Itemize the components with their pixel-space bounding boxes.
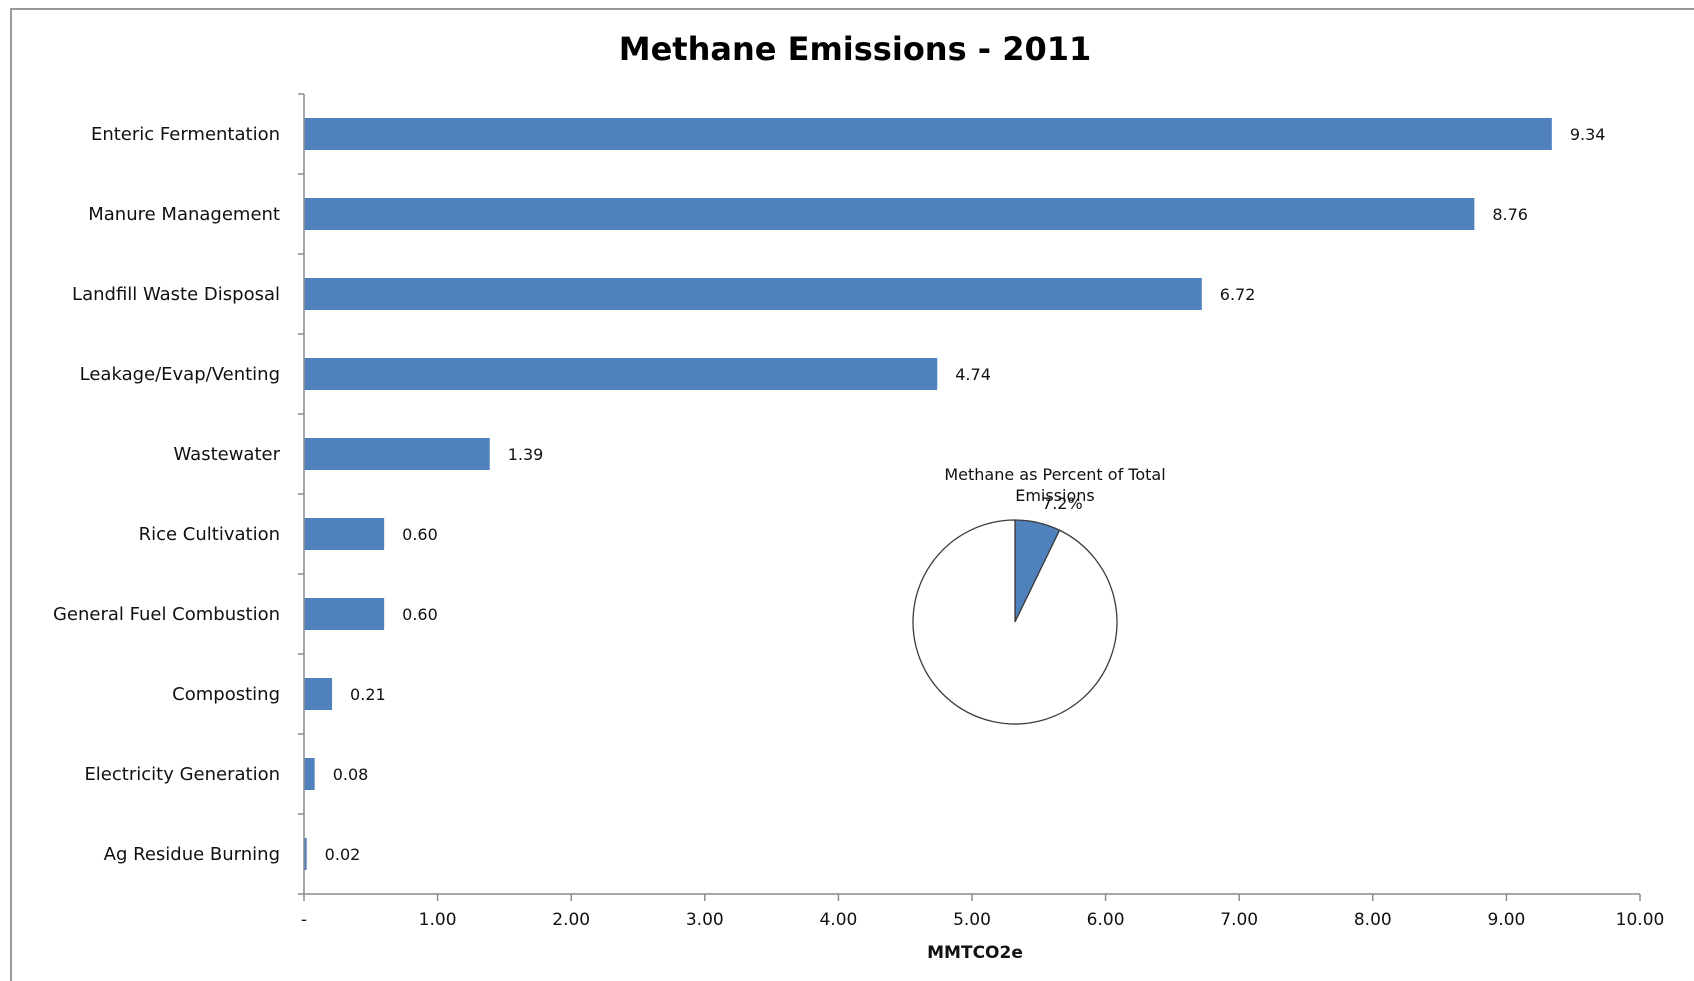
bars-layer: Enteric Fermentation 9.34 Manure Managemen… xyxy=(53,118,1605,870)
x-tick-label: 1.00 xyxy=(419,910,457,930)
category-label: Composting xyxy=(172,684,280,705)
x-tick-label: 9.00 xyxy=(1487,910,1525,930)
pie-title: Methane as Percent of Total xyxy=(944,465,1165,484)
bar xyxy=(304,598,385,630)
chart-title: Methane Emissions - 2011 xyxy=(619,30,1092,68)
x-tick-label: 3.00 xyxy=(686,910,724,930)
pie-slice-label: 7.2% xyxy=(1042,494,1083,513)
bar xyxy=(304,518,385,550)
category-label: Landfill Waste Disposal xyxy=(72,284,280,305)
value-label: 0.08 xyxy=(333,765,369,784)
value-label: 0.60 xyxy=(402,525,438,544)
value-label: 6.72 xyxy=(1220,285,1256,304)
chart-frame xyxy=(10,8,1694,981)
value-label: 8.76 xyxy=(1492,205,1528,224)
bar xyxy=(304,358,938,390)
x-tick-label: 5.00 xyxy=(953,910,991,930)
value-label: 9.34 xyxy=(1570,125,1606,144)
x-tick-label: 6.00 xyxy=(1087,910,1125,930)
category-label: Enteric Fermentation xyxy=(91,124,280,145)
pie-slice xyxy=(912,519,1118,725)
x-tick-label: 2.00 xyxy=(552,910,590,930)
value-label: 0.02 xyxy=(325,845,361,864)
x-tick-label: 7.00 xyxy=(1220,910,1258,930)
value-label: 1.39 xyxy=(508,445,544,464)
category-label: Manure Management xyxy=(88,204,280,225)
bar xyxy=(304,118,1552,150)
pie-title: Emissions xyxy=(1015,486,1095,505)
value-label: 4.74 xyxy=(955,365,991,384)
value-label: 0.60 xyxy=(402,605,438,624)
bar xyxy=(304,758,315,790)
category-label: Leakage/Evap/Venting xyxy=(80,364,280,385)
bar xyxy=(304,278,1202,310)
x-tick-label: 10.00 xyxy=(1616,910,1665,930)
category-label: Wastewater xyxy=(174,444,281,465)
x-axis-title: MMTCO2e xyxy=(927,943,1023,963)
bar xyxy=(304,198,1475,230)
bar xyxy=(304,438,490,470)
bar xyxy=(304,838,307,870)
x-axis: - 1.00 2.00 3.00 4.00 5.00 6.00 7.00 8.00 9.00 10.… xyxy=(298,93,1665,930)
category-label: General Fuel Combustion xyxy=(53,604,280,625)
value-label: 0.21 xyxy=(350,685,386,704)
x-tick-label: 8.00 xyxy=(1354,910,1392,930)
category-label: Ag Residue Burning xyxy=(104,844,280,865)
category-label: Electricity Generation xyxy=(84,764,280,785)
x-tick-label: - xyxy=(301,910,307,930)
x-tick-label: 4.00 xyxy=(819,910,857,930)
category-label: Rice Cultivation xyxy=(139,524,280,545)
bar xyxy=(304,678,333,710)
